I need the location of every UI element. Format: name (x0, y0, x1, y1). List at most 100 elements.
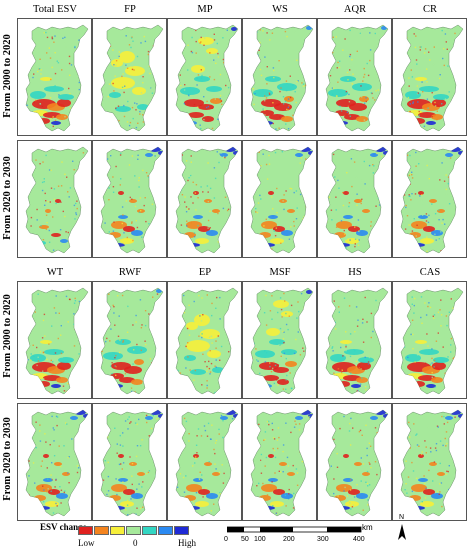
pixel-speckle (382, 474, 385, 476)
pixel-speckle (402, 307, 404, 310)
pixel-speckle (224, 196, 227, 198)
change-patch (268, 454, 274, 458)
pixel-speckle (362, 80, 364, 82)
pixel-speckle (272, 437, 275, 439)
change-patch (206, 48, 218, 54)
change-patch (334, 495, 346, 501)
change-patch (432, 362, 446, 370)
pixel-speckle (143, 217, 146, 219)
change-patch (261, 484, 277, 492)
pixel-speckle (36, 466, 38, 468)
pixel-speckle (331, 44, 333, 46)
pixel-speckle (116, 493, 118, 496)
pixel-speckle (374, 461, 377, 463)
pixel-speckle (150, 175, 152, 178)
pixel-speckle (264, 100, 266, 102)
pixel-speckle (113, 306, 115, 308)
pixel-speckle (76, 471, 79, 474)
pixel-speckle (216, 296, 218, 299)
pixel-speckle (335, 36, 337, 38)
pixel-speckle (454, 32, 456, 35)
pixel-speckle (374, 32, 376, 35)
pixel-speckle (255, 324, 257, 326)
pixel-speckle (438, 238, 440, 240)
pixel-speckle (154, 448, 156, 451)
pixel-speckle (202, 353, 204, 355)
pixel-speckle (105, 328, 107, 330)
pixel-speckle (188, 208, 190, 210)
pixel-speckle (260, 198, 262, 200)
pixel-speckle (68, 196, 70, 198)
pixel-speckle (137, 154, 139, 156)
pixel-speckle (442, 57, 444, 60)
change-patch (266, 328, 280, 336)
pixel-speckle (265, 218, 267, 220)
pixel-speckle (115, 107, 117, 109)
pixel-speckle (219, 500, 222, 502)
pixel-speckle (136, 236, 138, 238)
pixel-speckle (201, 336, 203, 339)
pixel-speckle (155, 374, 158, 376)
pixel-speckle (264, 465, 266, 467)
pixel-speckle (410, 333, 412, 336)
pixel-speckle (48, 172, 50, 174)
change-patch (426, 384, 436, 388)
pixel-speckle (121, 468, 123, 470)
change-patch (411, 221, 427, 229)
pixel-speckle (427, 107, 429, 109)
pixel-speckle (224, 441, 226, 443)
pixel-speckle (35, 121, 37, 123)
pixel-speckle (407, 356, 409, 359)
pixel-speckle (296, 235, 298, 238)
pixel-speckle (419, 46, 421, 48)
change-patch (193, 215, 203, 219)
pixel-speckle (332, 491, 334, 494)
pixel-speckle (410, 69, 412, 71)
pixel-speckle (301, 460, 304, 463)
change-patch (210, 98, 222, 104)
pixel-speckle (299, 198, 302, 200)
pixel-speckle (45, 154, 47, 157)
pixel-speckle (296, 80, 298, 83)
pixel-speckle (431, 170, 433, 173)
pixel-speckle (67, 231, 69, 234)
pixel-speckle (265, 324, 268, 326)
pixel-speckle (343, 490, 345, 492)
map-panel-top-r1-c1 (92, 140, 167, 258)
pixel-speckle (328, 177, 331, 179)
pixel-speckle (275, 379, 278, 381)
pixel-speckle (211, 314, 213, 317)
pixel-speckle (266, 494, 269, 496)
pixel-speckle (55, 479, 57, 481)
change-patch (57, 99, 71, 107)
pixel-speckle (52, 512, 55, 514)
pixel-speckle (154, 226, 157, 228)
pixel-speckle (52, 125, 54, 128)
pixel-speckle (381, 484, 383, 486)
pixel-speckle (155, 243, 157, 245)
pixel-speckle (101, 171, 103, 174)
pixel-speckle (268, 154, 270, 157)
pixel-speckle (368, 461, 370, 464)
pixel-speckle (432, 63, 435, 66)
pixel-speckle (259, 194, 261, 197)
pixel-speckle (76, 200, 78, 202)
pixel-speckle (222, 37, 224, 39)
pixel-speckle (70, 379, 72, 382)
pixel-speckle (454, 382, 456, 384)
pixel-speckle (194, 192, 197, 194)
pixel-speckle (327, 341, 329, 344)
pixel-speckle (101, 239, 103, 241)
pixel-speckle (113, 312, 115, 314)
pixel-speckle (109, 454, 112, 456)
pixel-speckle (349, 55, 351, 58)
pixel-speckle (124, 373, 127, 375)
pixel-speckle (358, 367, 361, 369)
pixel-speckle (334, 176, 336, 178)
pixel-speckle (199, 42, 201, 44)
pixel-speckle (333, 379, 336, 381)
change-patch (186, 340, 210, 352)
change-patch (132, 87, 146, 95)
pixel-speckle (431, 348, 433, 350)
pixel-speckle (76, 207, 78, 210)
